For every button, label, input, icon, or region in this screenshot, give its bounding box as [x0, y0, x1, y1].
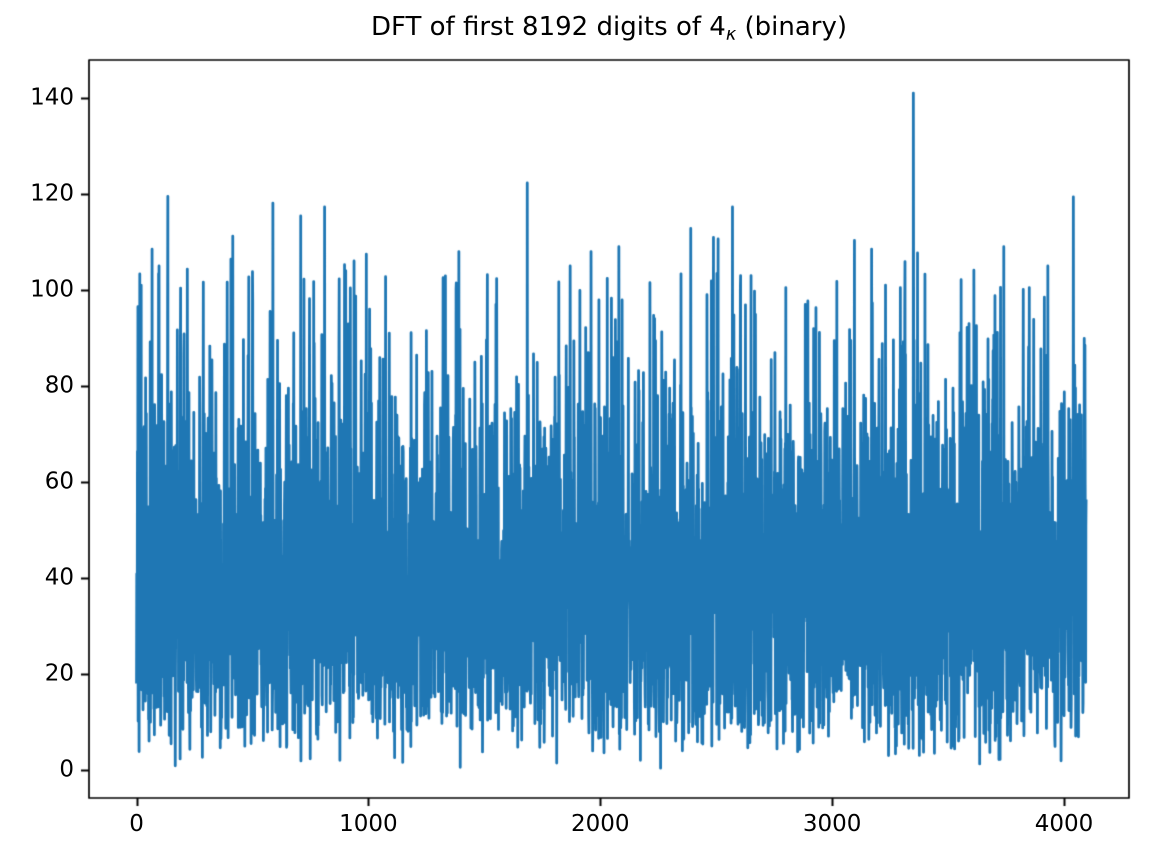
y-tick-label: 140: [30, 84, 74, 111]
y-tick-label: 100: [30, 276, 74, 303]
y-tick-label: 120: [30, 180, 74, 207]
x-tick-label: 2000: [571, 811, 630, 837]
chart-title-suffix: (binary): [736, 12, 848, 42]
y-tick-label: 40: [44, 564, 74, 591]
y-tick-label: 20: [44, 660, 74, 687]
chart-title: DFT of first 8192 digits of 4κ (binary): [89, 12, 1129, 45]
x-tick-label: 4000: [1034, 811, 1094, 837]
y-tick-label: 60: [44, 468, 74, 495]
chart-title-subscript-kappa: κ: [725, 24, 737, 45]
y-tick-label: 0: [59, 756, 74, 783]
y-tick-label: 80: [44, 372, 74, 399]
x-tick-label: 3000: [802, 811, 862, 837]
x-tick-label: 0: [129, 811, 144, 837]
chart-title-prefix: DFT of first 8192 digits of 4: [370, 12, 726, 42]
x-tick-label: 1000: [339, 811, 398, 837]
